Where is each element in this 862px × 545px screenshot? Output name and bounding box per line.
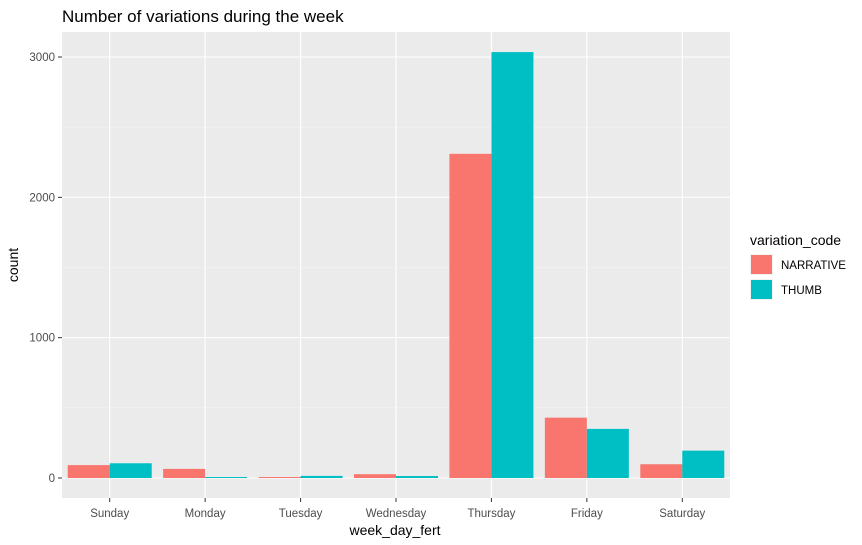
x-tick-label: Saturday: [659, 508, 705, 520]
bar-narrative-tuesday: [258, 477, 301, 478]
bar-narrative-sunday: [67, 465, 110, 478]
bar-thumb-tuesday: [300, 475, 343, 478]
x-tick-label: Friday: [571, 508, 603, 520]
bars: [67, 52, 725, 479]
legend-swatch-narrative: [751, 255, 772, 274]
x-tick-label: Sunday: [90, 508, 129, 520]
legend-title: variation_code: [750, 232, 841, 248]
x-axis-label: week_day_fert: [348, 522, 440, 538]
bar-narrative-monday: [163, 468, 206, 478]
x-tick-label: Thursday: [467, 508, 515, 520]
bar-narrative-saturday: [640, 464, 683, 478]
bar-thumb-saturday: [682, 450, 725, 478]
bar-thumb-thursday: [491, 52, 534, 479]
bar-narrative-thursday: [449, 153, 492, 478]
legend-label-thumb: THUMB: [781, 285, 822, 297]
legend-swatch-thumb: [751, 280, 772, 299]
chart-title: Number of variations during the week: [62, 7, 344, 26]
y-tick-label: 2000: [29, 192, 55, 204]
bar-thumb-wednesday: [396, 476, 438, 478]
bar-thumb-sunday: [109, 463, 152, 478]
legend-label-narrative: NARRATIVE: [781, 260, 846, 272]
bar-thumb-monday: [205, 477, 248, 478]
bar-narrative-friday: [544, 417, 587, 478]
y-tick-label: 1000: [29, 333, 55, 345]
bar-narrative-wednesday: [354, 474, 396, 478]
y-axis-ticks: 0 1000 2000 3000: [29, 52, 62, 485]
x-tick-label: Monday: [185, 508, 226, 520]
y-tick-label: 3000: [29, 52, 55, 64]
bar-thumb-friday: [586, 428, 629, 478]
x-tick-label: Tuesday: [279, 508, 323, 520]
y-tick-label: 0: [49, 473, 55, 485]
x-axis-ticks: Sunday Monday Tuesday Wednesday Thursday Frid…: [90, 498, 706, 520]
x-tick-label: Wednesday: [366, 508, 427, 520]
y-axis-label: count: [5, 248, 21, 282]
legend-items: NARRATIVE THUMB: [750, 254, 846, 300]
legend: variation_code NARRATIVE THUMB: [750, 232, 846, 300]
gridlines: [62, 32, 730, 498]
